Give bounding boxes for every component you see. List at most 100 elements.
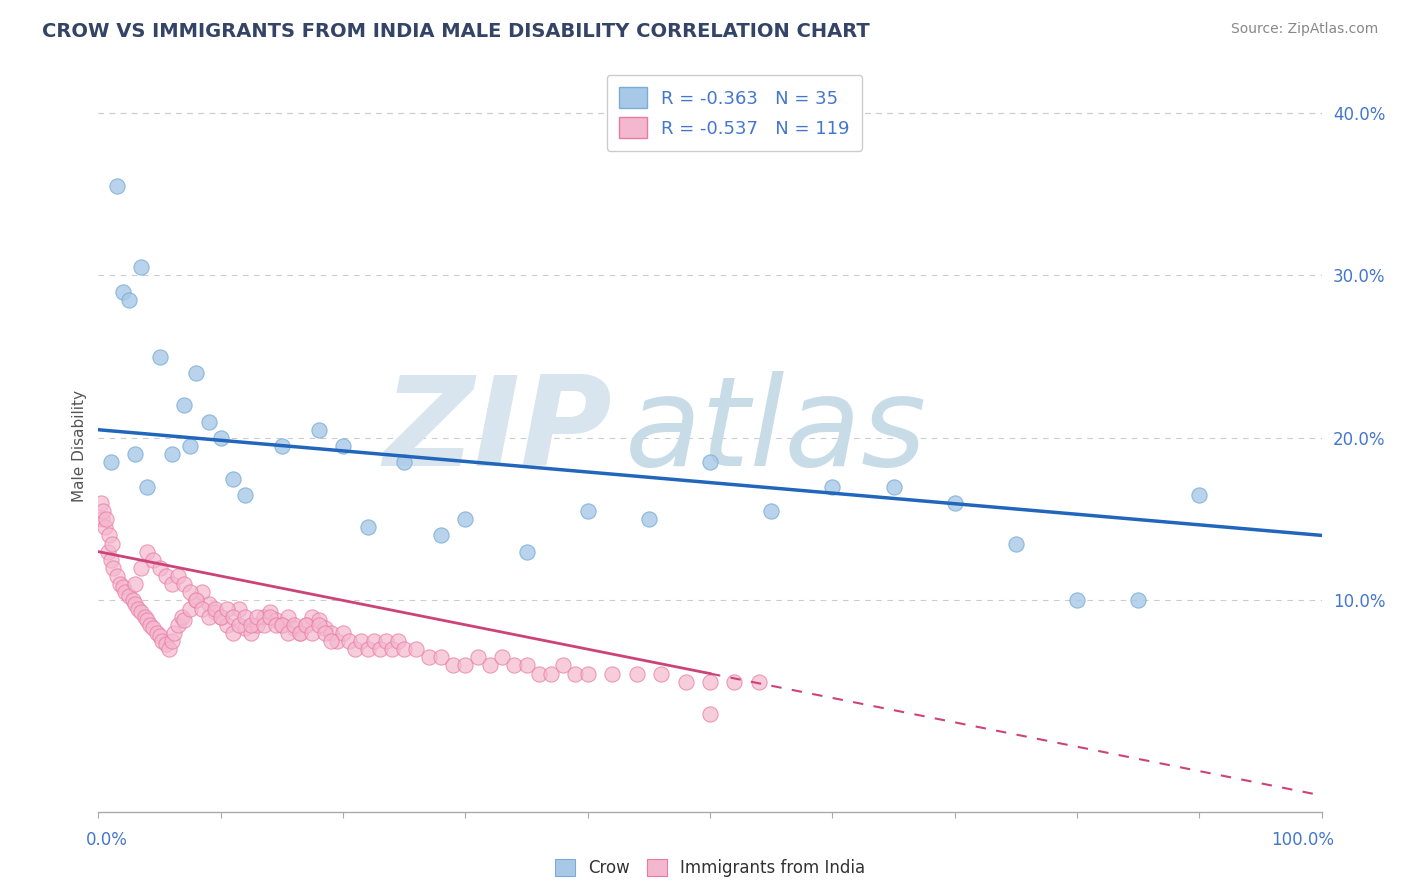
Point [114, 585, 136, 599]
Point [392, 642, 416, 657]
Point [136, 480, 159, 494]
Point [576, 504, 599, 518]
Point [173, 613, 195, 627]
Point [283, 621, 305, 635]
Point [167, 617, 190, 632]
Point [290, 626, 312, 640]
Point [314, 621, 336, 635]
Point [356, 642, 378, 657]
Point [170, 609, 193, 624]
Point [418, 650, 440, 665]
Point [264, 613, 287, 627]
Point [233, 609, 256, 624]
Point [478, 658, 501, 673]
Point [503, 658, 526, 673]
Point [454, 658, 477, 673]
Point [337, 634, 360, 648]
Point [430, 528, 453, 542]
Point [233, 488, 256, 502]
Point [626, 666, 648, 681]
Point [111, 285, 134, 299]
Point [240, 626, 263, 640]
Text: 0.0%: 0.0% [86, 831, 128, 849]
Point [142, 621, 165, 635]
Text: ZIP: ZIP [384, 371, 612, 491]
Point [150, 634, 173, 648]
Point [368, 642, 391, 657]
Point [129, 260, 152, 275]
Point [883, 480, 905, 494]
Point [173, 398, 195, 412]
Point [105, 178, 128, 193]
Point [240, 617, 263, 632]
Point [179, 585, 201, 599]
Point [270, 617, 294, 632]
Point [186, 593, 208, 607]
Point [142, 553, 165, 567]
Point [326, 634, 349, 648]
Point [157, 642, 180, 657]
Point [155, 569, 177, 583]
Point [98, 528, 121, 542]
Point [209, 609, 232, 624]
Point [246, 617, 269, 632]
Point [675, 674, 697, 689]
Text: 100.0%: 100.0% [1271, 831, 1334, 849]
Point [405, 642, 427, 657]
Point [90, 496, 112, 510]
Point [233, 621, 256, 635]
Point [392, 455, 416, 469]
Text: atlas: atlas [624, 371, 927, 491]
Point [124, 577, 146, 591]
Point [163, 626, 186, 640]
Point [101, 536, 124, 550]
Point [136, 544, 159, 558]
Point [527, 666, 550, 681]
Point [101, 561, 124, 575]
Point [259, 609, 281, 624]
Point [97, 544, 120, 558]
Point [134, 609, 156, 624]
Point [124, 447, 146, 461]
Point [381, 642, 404, 657]
Point [374, 634, 396, 648]
Point [146, 626, 169, 640]
Point [699, 674, 721, 689]
Point [149, 629, 172, 643]
Point [761, 504, 783, 518]
Point [136, 613, 159, 627]
Point [277, 609, 299, 624]
Point [943, 496, 966, 510]
Point [118, 589, 141, 603]
Point [93, 520, 115, 534]
Point [430, 650, 453, 665]
Point [454, 512, 477, 526]
Point [387, 634, 409, 648]
Point [332, 626, 354, 640]
Point [491, 650, 513, 665]
Point [516, 544, 538, 558]
Point [129, 561, 152, 575]
Point [270, 439, 294, 453]
Text: CROW VS IMMIGRANTS FROM INDIA MALE DISABILITY CORRELATION CHART: CROW VS IMMIGRANTS FROM INDIA MALE DISAB… [42, 22, 870, 41]
Point [314, 626, 336, 640]
Point [295, 617, 318, 632]
Point [723, 674, 745, 689]
Point [1188, 488, 1211, 502]
Point [215, 601, 238, 615]
Point [308, 423, 330, 437]
Point [252, 617, 274, 632]
Point [1066, 593, 1088, 607]
Point [209, 609, 232, 624]
Point [204, 601, 226, 615]
Point [121, 593, 143, 607]
Point [129, 605, 152, 619]
Point [110, 577, 132, 591]
Legend: Crow, Immigrants from India: Crow, Immigrants from India [548, 853, 872, 884]
Point [332, 439, 354, 453]
Point [186, 366, 208, 380]
Point [650, 666, 672, 681]
Point [638, 512, 661, 526]
Point [191, 601, 214, 615]
Point [821, 480, 844, 494]
